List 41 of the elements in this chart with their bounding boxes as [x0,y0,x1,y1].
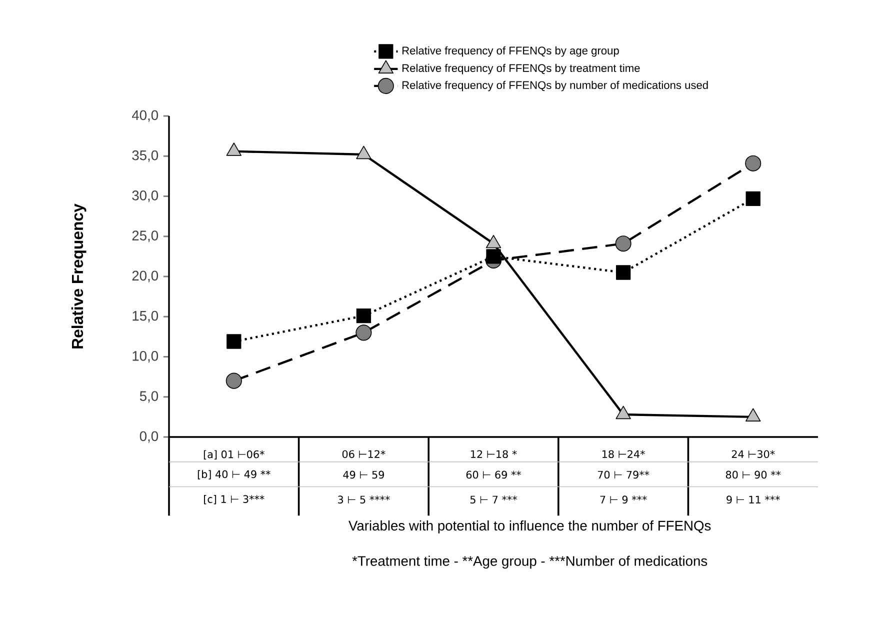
y-tick-label: 30,0 [132,190,158,202]
y-tick-label: 25,0 [132,230,158,242]
x-axis-title: Variables with potential to influence the number of FFENQs [348,520,711,534]
text: **Age group - [462,556,545,569]
point [746,191,760,206]
text: [c] 1 ⊢ 3*** [204,494,264,504]
point [745,155,762,172]
x-tick-label: 12 ⊢18 * [471,450,517,458]
x-tick-label: 06 ⊢12* [342,450,386,458]
legend-label: Relative frequency of FFENQs by number of medications used [402,80,708,92]
point [226,372,242,389]
point [356,324,372,341]
y-tick-label: 0,0 [140,431,158,443]
y-tick-label: 15,0 [132,310,158,322]
y-tick-label: 40,0 [132,110,158,122]
text: 70 ⊢ 79** [598,470,650,479]
text: 80 ⊢ 90 ** [726,470,781,479]
point [356,308,372,324]
y-axis-title: Relative Frequency [71,204,86,348]
text: 5 ⊢ 7 *** [470,496,518,504]
text: *Treatment time - [352,556,458,566]
y-tick-label: 20,0 [132,270,158,282]
text: 9 ⊢ 11 *** [726,496,780,504]
text: 7 ⊢ 9 *** [600,496,647,504]
y-tick-label: 10,0 [132,351,158,362]
point [226,334,242,349]
text: ***Number of medications [549,556,708,566]
legend-label: Relative frequency of FFENQs by treatment time [402,64,640,74]
y-tick-label: 35,0 [132,150,158,162]
x-tick-label: [a] 01 ⊢06* [204,450,264,460]
point [616,265,631,280]
point [615,236,632,252]
text: [b] 40 ⊢ 49 ** [198,470,270,480]
text: 3 ⊢ 5 **** [338,496,390,504]
legend-label: Relative frequency of FFENQs by age group [402,46,619,57]
point [486,249,501,264]
x-tick-label: 18 ⊢24* [602,450,645,458]
y-tick-label: 5,0 [140,391,158,403]
x-tick-label: 24 ⊢30* [732,450,775,458]
text: 60 ⊢ 69 ** [466,470,522,479]
text: 49 ⊢ 59 [343,470,384,479]
